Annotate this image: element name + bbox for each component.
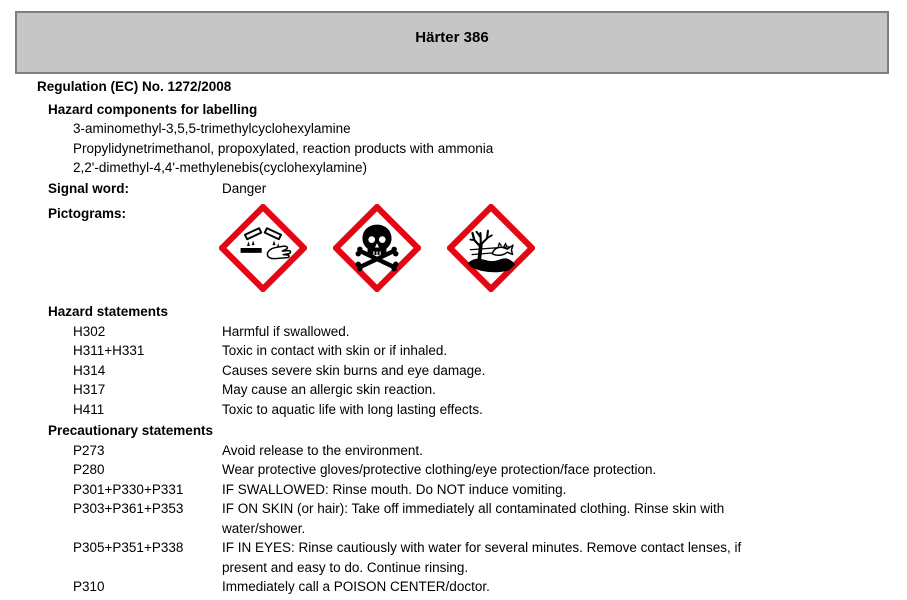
hazard-text: Toxic in contact with skin or if inhaled…: [222, 343, 448, 358]
hazard-component-item: Propylidynetrimethanol, propoxylated, re…: [73, 140, 494, 156]
hazard-statement-row: H411 Toxic to aquatic life with long las…: [73, 400, 907, 420]
precautionary-code: P280: [73, 462, 105, 477]
skull-crossbones-pictogram-icon: [333, 204, 421, 292]
precautionary-code: P303+P361+P353: [73, 501, 184, 516]
hazard-code: H411: [73, 401, 105, 417]
precautionary-statement-row: P280 Wear protective gloves/protective c…: [73, 460, 907, 480]
signal-word-value: Danger: [222, 180, 267, 196]
hazard-components-heading: Hazard components for labelling: [48, 101, 258, 117]
hazard-statement-row: H302 Harmful if swallowed.: [73, 322, 907, 342]
pictograms-row: Pictograms:: [48, 204, 907, 292]
precautionary-text: IF ON SKIN (or hair): Take off immediate…: [222, 501, 725, 536]
precautionary-text: Avoid release to the environment.: [222, 442, 423, 458]
hazard-text: Toxic to aquatic life with long lasting …: [222, 401, 483, 417]
hazard-statement-row: H314 Causes severe skin burns and eye da…: [73, 361, 907, 381]
hazard-code: H302: [73, 323, 106, 339]
corrosion-pictogram-icon: [219, 204, 307, 292]
hazard-component-item: 2,2'-dimethyl-4,4'-methylenebis(cyclohex…: [73, 160, 368, 175]
hazard-component-item: 3-aminomethyl-3,5,5-trimethylcyclohexyla…: [73, 121, 351, 136]
precautionary-text: IF SWALLOWED: Rinse mouth. Do NOT induce…: [222, 481, 567, 497]
hazard-statements-heading: Hazard statements: [48, 304, 169, 319]
product-title: Härter 386: [415, 29, 489, 46]
precautionary-text: Immediately call a POISON CENTER/doctor.: [222, 579, 490, 594]
precautionary-code: P273: [73, 442, 105, 458]
signal-word-row: Signal word: Danger: [48, 179, 907, 199]
hazard-code: H317: [73, 382, 106, 397]
precautionary-statements-heading: Precautionary statements: [48, 423, 214, 438]
precautionary-statement-row: P303+P361+P353 IF ON SKIN (or hair): Tak…: [73, 499, 907, 538]
precautionary-statement-row: P310 Immediately call a POISON CENTER/do…: [73, 577, 907, 597]
hazard-code: H314: [73, 362, 106, 378]
labelling-section: Regulation (EC) No. 1272/2008 Hazard com…: [0, 77, 907, 597]
hazard-text: May cause an allergic skin reaction.: [222, 382, 436, 397]
regulation-heading: Regulation (EC) No. 1272/2008: [37, 79, 232, 94]
precautionary-statement-row: P301+P330+P331 IF SWALLOWED: Rinse mouth…: [73, 480, 907, 500]
hazard-statement-row: H317 May cause an allergic skin reaction…: [73, 380, 907, 400]
precautionary-code: P310: [73, 579, 105, 594]
precautionary-text: Wear protective gloves/protective clothi…: [222, 462, 657, 477]
precautionary-statement-row: P305+P351+P338 IF IN EYES: Rinse cautiou…: [73, 538, 907, 577]
signal-word-label: Signal word:: [48, 180, 129, 196]
precautionary-code: P301+P330+P331: [73, 481, 184, 497]
hazard-text: Harmful if swallowed.: [222, 323, 350, 339]
pictogram-icons-group: [219, 204, 535, 292]
environment-pictogram-icon: [447, 204, 535, 292]
precautionary-code: P305+P351+P338: [73, 540, 184, 555]
pictograms-label: Pictograms:: [48, 206, 127, 221]
hazard-code: H311+H331: [73, 343, 145, 358]
hazard-text: Causes severe skin burns and eye damage.: [222, 362, 486, 378]
precautionary-statement-row: P273 Avoid release to the environment.: [73, 441, 907, 461]
hazard-statement-row: H311+H331 Toxic in contact with skin or …: [73, 341, 907, 361]
precautionary-text: IF IN EYES: Rinse cautiously with water …: [222, 540, 742, 575]
product-title-bar: Härter 386: [15, 11, 889, 74]
